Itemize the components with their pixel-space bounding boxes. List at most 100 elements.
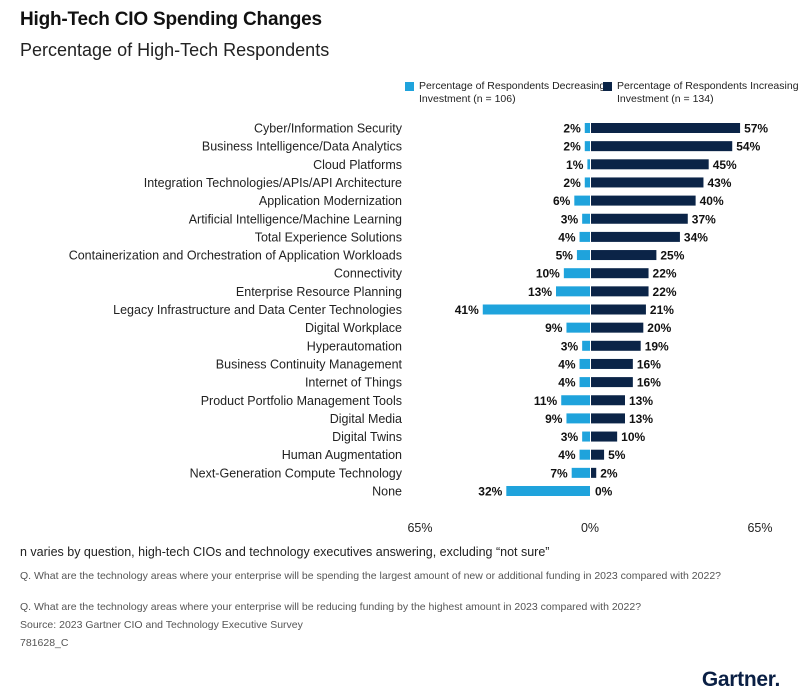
bar-decreasing — [579, 358, 590, 369]
category-label: None — [372, 485, 402, 499]
data-label-decreasing: 7% — [550, 466, 568, 480]
data-label-increasing: 20% — [647, 321, 671, 335]
bar-increasing — [591, 322, 644, 333]
x-tick-label: 0% — [581, 521, 599, 535]
data-label-decreasing: 4% — [558, 230, 576, 244]
bar-decreasing — [582, 340, 590, 351]
bar-increasing — [591, 213, 688, 224]
bar-increasing — [591, 195, 696, 206]
category-label: Human Augmentation — [282, 448, 402, 462]
data-label-decreasing: 9% — [545, 412, 563, 426]
bar-decreasing — [563, 268, 590, 279]
x-tick-label: 65% — [407, 521, 432, 535]
data-label-decreasing: 11% — [534, 394, 558, 408]
bar-decreasing — [566, 413, 590, 424]
chart-subtitle: Percentage of High-Tech Respondents — [20, 40, 330, 60]
bar-increasing — [591, 123, 741, 133]
data-label-decreasing: 4% — [558, 357, 576, 371]
bar-chart: Cyber/Information Security 2% 57% Business … — [69, 122, 773, 536]
category-label: Business Continuity Management — [216, 357, 403, 371]
category-label: Legacy Infrastructure and Data Center Te… — [113, 303, 402, 317]
data-label-decreasing: 4% — [558, 448, 576, 462]
bar-decreasing — [584, 123, 590, 133]
data-label-increasing: 13% — [629, 394, 653, 408]
data-label-decreasing: 6% — [553, 194, 571, 208]
source-note: Source: 2023 Gartner CIO and Technology … — [20, 619, 303, 631]
bar-decreasing — [506, 486, 590, 496]
sample-note: n varies by question, high-tech CIOs and… — [20, 545, 550, 559]
figure-id: 781628_C — [20, 637, 69, 649]
category-label: Product Portfolio Management Tools — [201, 394, 402, 408]
category-label: Internet of Things — [305, 376, 402, 390]
bar-increasing — [591, 467, 597, 478]
category-label: Digital Workplace — [305, 321, 402, 335]
bar-increasing — [591, 304, 646, 315]
data-label-decreasing: 13% — [528, 285, 552, 299]
data-label-increasing: 22% — [653, 267, 677, 281]
bar-decreasing — [579, 377, 590, 388]
bar-decreasing — [561, 395, 590, 406]
bar-increasing — [591, 413, 625, 424]
bar-increasing — [591, 395, 625, 406]
x-tick-label: 65% — [747, 521, 772, 535]
data-label-increasing: 34% — [684, 230, 708, 244]
bar-increasing — [591, 141, 733, 152]
data-label-increasing: 21% — [650, 303, 674, 317]
category-label: Artificial Intelligence/Machine Learning — [189, 212, 402, 226]
data-label-increasing: 16% — [637, 376, 661, 390]
bar-decreasing — [587, 159, 590, 170]
data-label-decreasing: 3% — [561, 212, 579, 226]
data-label-increasing: 10% — [621, 430, 645, 444]
question-2: Q. What are the technology areas where y… — [20, 601, 642, 613]
legend-label-decreasing: Percentage of Respondents Decreasing Inv… — [419, 80, 606, 105]
category-label: Digital Twins — [332, 430, 402, 444]
data-label-decreasing: 4% — [558, 376, 576, 390]
category-label: Hyperautomation — [307, 339, 402, 353]
bar-decreasing — [566, 322, 590, 333]
bar-decreasing — [579, 449, 590, 460]
data-label-decreasing: 3% — [561, 430, 579, 444]
data-label-decreasing: 41% — [455, 303, 479, 317]
data-label-decreasing: 2% — [563, 140, 581, 154]
data-label-decreasing: 2% — [563, 122, 581, 136]
data-label-decreasing: 10% — [536, 267, 560, 281]
data-label-decreasing: 3% — [561, 339, 579, 353]
bar-increasing — [591, 449, 605, 460]
category-label: Cyber/Information Security — [254, 122, 403, 136]
data-label-decreasing: 9% — [545, 321, 563, 335]
bar-increasing — [591, 340, 641, 351]
bar-decreasing — [582, 431, 590, 442]
data-label-decreasing: 1% — [566, 158, 584, 172]
data-label-increasing: 2% — [600, 466, 618, 480]
chart-title: High-Tech CIO Spending Changes — [20, 9, 322, 30]
data-label-increasing: 25% — [660, 249, 684, 263]
data-label-increasing: 57% — [744, 122, 768, 136]
bar-increasing — [591, 268, 649, 279]
data-label-decreasing: 2% — [563, 176, 581, 190]
data-label-increasing: 37% — [692, 212, 716, 226]
bar-increasing — [591, 358, 633, 369]
data-label-decreasing: 32% — [478, 485, 502, 499]
bar-decreasing — [584, 177, 590, 188]
question-1: Q. What are the technology areas where y… — [20, 570, 722, 582]
legend-swatch-decreasing — [405, 82, 414, 91]
category-label: Digital Media — [330, 412, 402, 426]
category-label: Next-Generation Compute Technology — [190, 466, 403, 480]
bar-increasing — [591, 159, 709, 170]
legend-label-increasing: Percentage of Respondents Increasing Inv… — [617, 80, 799, 105]
data-label-increasing: 54% — [736, 140, 760, 154]
bar-increasing — [591, 431, 618, 442]
data-label-increasing: 40% — [700, 194, 724, 208]
category-label: Business Intelligence/Data Analytics — [202, 140, 402, 154]
bar-increasing — [591, 377, 633, 388]
legend-swatch-increasing — [603, 82, 612, 91]
bar-decreasing — [574, 195, 590, 206]
category-label: Containerization and Orchestration of Ap… — [69, 249, 402, 263]
gartner-logo: Gartner. — [701, 668, 780, 691]
category-label: Integration Technologies/APIs/API Archit… — [144, 176, 402, 190]
bar-decreasing — [576, 250, 590, 261]
bar-increasing — [591, 177, 704, 188]
bar-decreasing — [571, 467, 590, 478]
bar-decreasing — [584, 141, 590, 152]
bar-decreasing — [556, 286, 590, 297]
